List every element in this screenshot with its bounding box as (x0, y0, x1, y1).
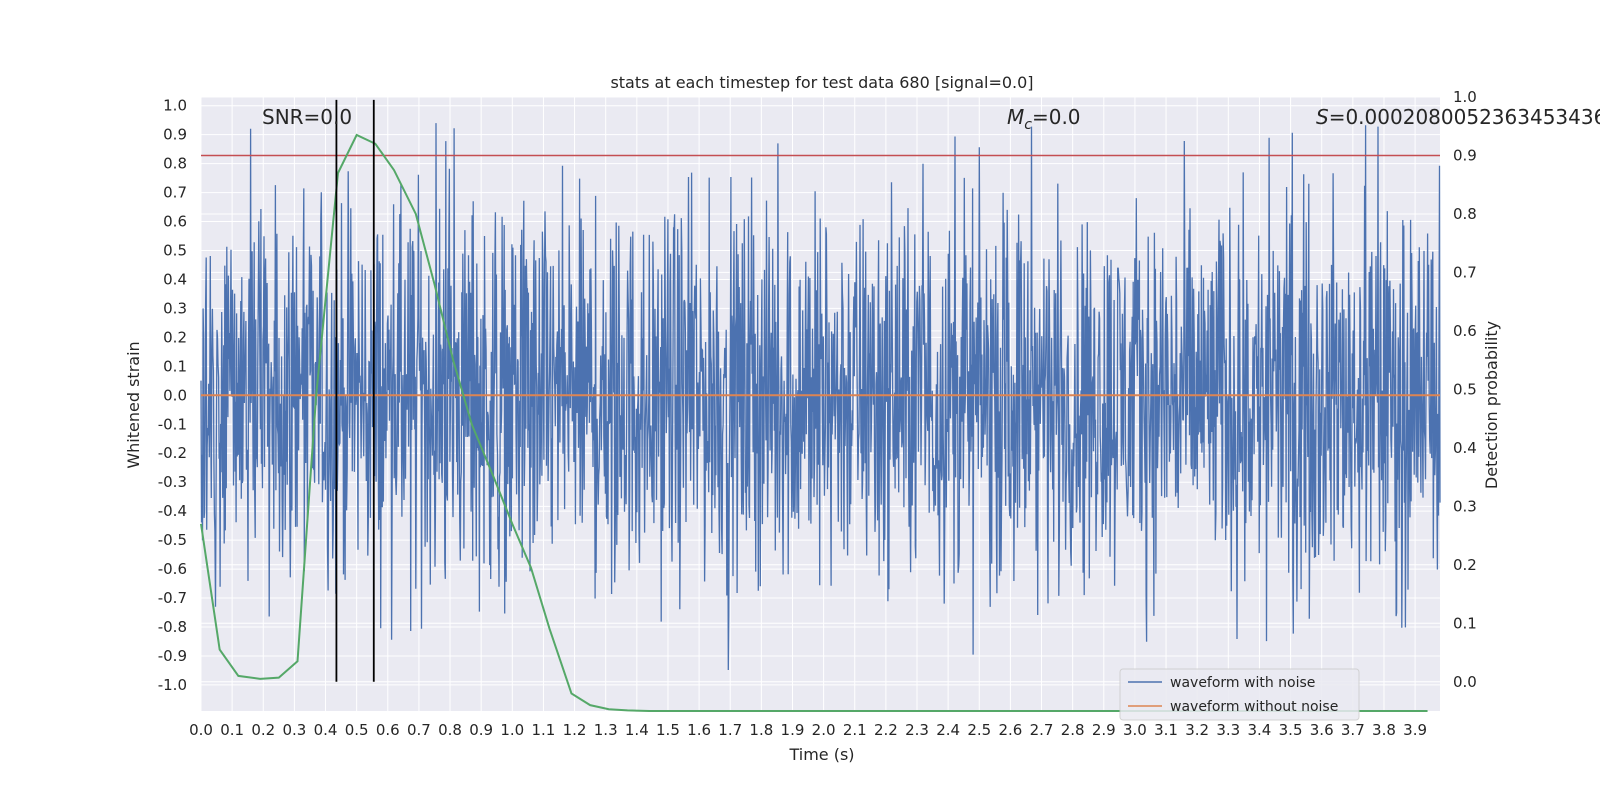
x-tick-label: 0.8 (438, 721, 462, 739)
y-tick-label: 0.0 (163, 386, 187, 404)
y-tick-label: 0.4 (163, 270, 187, 288)
x-tick-label: 3.4 (1248, 721, 1272, 739)
x-tick-label: 0.6 (376, 721, 400, 739)
y2-tick-label: 0.2 (1453, 556, 1477, 574)
y-tick-label: -1.0 (158, 676, 187, 694)
x-tick-label: 0.9 (469, 721, 493, 739)
y-tick-label: 0.5 (163, 242, 187, 260)
x-tick-label: 0.1 (220, 721, 244, 739)
series-detection-probability (200, 133, 1428, 712)
snr-annotation: SNR=0.0 (262, 105, 352, 129)
y-tick-label: -0.2 (158, 444, 187, 462)
y-tick-label: -0.9 (158, 647, 187, 665)
legend-label-clean: waveform without noise (1170, 699, 1338, 715)
x-axis-ticks: 0.0 0.1 0.2 0.3 0.4 0.5 0.6 0.7 0.8 0.9 1.0 1.1 1.2 1… (189, 721, 1427, 739)
x-tick-label: 3.9 (1403, 721, 1427, 739)
x-tick-label: 1.9 (781, 721, 805, 739)
x-tick-label: 1.3 (594, 721, 618, 739)
y-tick-label: -0.7 (158, 589, 187, 607)
x-tick-label: 0.0 (189, 721, 213, 739)
x-tick-label: 2.3 (905, 721, 929, 739)
x-tick-label: 1.4 (625, 721, 649, 739)
y-tick-label: -0.5 (158, 531, 187, 549)
y-tick-label: 0.6 (163, 213, 187, 231)
x-tick-label: 1.8 (749, 721, 773, 739)
x-tick-label: 3.0 (1123, 721, 1147, 739)
y-tick-label: 0.8 (163, 155, 187, 173)
x-tick-label: 1.6 (687, 721, 711, 739)
y-tick-label: -0.3 (158, 473, 187, 491)
y-tick-label: -0.6 (158, 560, 187, 578)
mc-annotation: Mc=0.0 (1007, 105, 1081, 133)
y2-axis-label: Detection probability (1482, 321, 1501, 489)
y2-tick-label: 0.4 (1453, 439, 1477, 457)
s-symbol: S (1316, 105, 1329, 129)
x-tick-label: 2.0 (812, 721, 836, 739)
x-tick-label: 2.9 (1092, 721, 1116, 739)
y-tick-label: 1.0 (163, 97, 187, 115)
s-value: =0.0002080052363453436 (1329, 105, 1600, 129)
x-tick-label: 2.8 (1061, 721, 1085, 739)
x-tick-label: 2.2 (874, 721, 898, 739)
legend-label-noise: waveform with noise (1170, 675, 1315, 691)
x-tick-label: 3.8 (1372, 721, 1396, 739)
s-annotation: S=0.0002080052363453436 (1316, 105, 1600, 129)
x-tick-label: 3.7 (1341, 721, 1365, 739)
x-tick-label: 0.5 (345, 721, 369, 739)
x-tick-label: 0.7 (407, 721, 431, 739)
x-tick-label: 3.6 (1310, 721, 1334, 739)
x-axis-label: Time (s) (788, 745, 854, 764)
x-tick-label: 1.7 (718, 721, 742, 739)
legend-box (1119, 668, 1360, 721)
x-tick-label: 3.3 (1216, 721, 1240, 739)
mc-value: =0.0 (1032, 105, 1081, 129)
x-tick-label: 0.3 (282, 721, 306, 739)
y2-tick-label: 0.1 (1453, 614, 1477, 632)
x-tick-label: 2.7 (1030, 721, 1054, 739)
mc-symbol: M (1007, 105, 1024, 129)
x-tick-label: 1.1 (532, 721, 556, 739)
x-tick-label: 3.5 (1279, 721, 1303, 739)
y2-tick-label: 0.5 (1453, 380, 1477, 398)
y-tick-label: 0.2 (163, 328, 187, 346)
x-tick-label: 2.5 (967, 721, 991, 739)
y2-tick-label: 0.6 (1453, 322, 1477, 340)
y2-axis-ticks: 1.0 0.9 0.8 0.7 0.6 0.5 0.4 0.3 0.2 0.1 0.0 (1453, 88, 1477, 691)
x-tick-label: 1.2 (563, 721, 587, 739)
y2-tick-label: 0.0 (1453, 673, 1477, 691)
x-tick-label: 1.5 (656, 721, 680, 739)
x-tick-label: 3.2 (1185, 721, 1209, 739)
legend: waveform with noise waveform without noi… (1119, 668, 1360, 721)
x-tick-label: 1.0 (500, 721, 524, 739)
y2-tick-label: 0.7 (1453, 263, 1477, 281)
y-axis-label: Whitened strain (124, 341, 143, 468)
x-tick-label: 2.4 (936, 721, 960, 739)
x-tick-label: 2.6 (998, 721, 1022, 739)
y-tick-label: 0.1 (163, 357, 187, 375)
y2-tick-label: 0.3 (1453, 497, 1477, 515)
chart-title: stats at each timestep for test data 680… (610, 73, 1033, 92)
y2-tick-label: 0.9 (1453, 146, 1477, 164)
x-tick-label: 2.1 (843, 721, 867, 739)
y-tick-label: 0.9 (163, 126, 187, 144)
x-tick-label: 0.4 (314, 721, 338, 739)
y2-tick-label: 0.8 (1453, 205, 1477, 223)
mc-subscript: c (1024, 117, 1032, 133)
x-tick-label: 3.1 (1154, 721, 1178, 739)
y-tick-label: -0.1 (158, 415, 187, 433)
series-waveform-with-noise (200, 123, 1441, 671)
y-tick-label: -0.4 (158, 502, 187, 520)
y2-tick-label: 1.0 (1453, 88, 1477, 106)
y-axis-ticks: 1.0 0.9 0.8 0.7 0.6 0.5 0.4 0.3 0.2 0.1 0.0 -0.1 -0.… (158, 97, 187, 694)
chart-marks (200, 99, 1441, 712)
x-tick-label: 0.2 (251, 721, 275, 739)
y-tick-label: 0.7 (163, 184, 187, 202)
y-tick-label: -0.8 (158, 618, 187, 636)
y-tick-label: 0.3 (163, 299, 187, 317)
